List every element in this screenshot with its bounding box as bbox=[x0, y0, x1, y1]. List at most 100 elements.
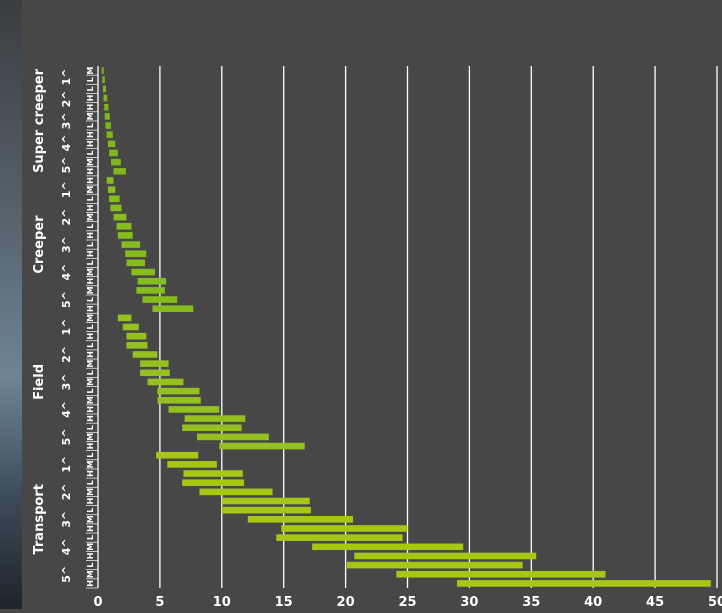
speed-range-bar bbox=[167, 461, 217, 468]
x-tick-label: 25 bbox=[398, 595, 416, 609]
range-label: H bbox=[86, 278, 95, 285]
speed-range-bar bbox=[182, 479, 245, 486]
range-label: H bbox=[86, 580, 95, 587]
x-tick-label: 30 bbox=[460, 595, 478, 609]
range-label: L bbox=[86, 535, 95, 540]
speed-range-bar bbox=[157, 387, 200, 395]
range-label: M bbox=[86, 543, 95, 551]
gear-label: 1^ bbox=[60, 181, 73, 198]
range-label: H bbox=[86, 205, 95, 212]
x-tick-label: 40 bbox=[584, 595, 602, 609]
gear-label: 1^ bbox=[60, 69, 73, 86]
range-label: L bbox=[86, 324, 95, 329]
y-axis-labels: Super creeper 1^ 2^ 3^ 4^ 5^ Creeper 1^ 2^ 3^ 4^ 5^… bbox=[32, 66, 99, 589]
x-tick-label: 50 bbox=[708, 595, 722, 609]
speed-range-bar bbox=[140, 360, 169, 367]
group-label: Creeper bbox=[32, 215, 47, 274]
speed-range-bar bbox=[152, 305, 194, 312]
x-tick-label: 5 bbox=[155, 595, 164, 609]
speed-range-bar bbox=[221, 506, 311, 514]
gear-label: 4^ bbox=[60, 401, 73, 418]
range-label: L bbox=[86, 343, 95, 348]
speed-range-bar bbox=[117, 314, 132, 322]
speed-range-bar bbox=[126, 259, 146, 267]
speed-range-bar bbox=[354, 552, 537, 560]
range-label: M bbox=[86, 570, 95, 578]
range-label: H bbox=[86, 305, 95, 312]
speed-range-bar bbox=[122, 323, 139, 331]
speed-range-bar bbox=[131, 268, 155, 276]
range-label: M bbox=[86, 360, 95, 368]
gear-label: 1^ bbox=[60, 456, 73, 473]
speed-range-bar bbox=[107, 186, 116, 193]
range-label: M bbox=[86, 488, 95, 496]
speed-range-bar bbox=[247, 516, 354, 523]
range-label: M bbox=[86, 378, 95, 386]
speed-range-bar bbox=[101, 67, 104, 74]
speed-range-bar bbox=[116, 222, 132, 230]
range-label: H bbox=[86, 415, 95, 422]
speed-range-bar bbox=[110, 158, 121, 166]
speed-range-bar bbox=[113, 213, 127, 221]
range-label: M bbox=[86, 112, 95, 120]
gear-label: 2^ bbox=[60, 346, 73, 363]
speed-range-bar bbox=[184, 415, 246, 422]
speed-range-bar bbox=[132, 351, 158, 358]
gear-label: 4^ bbox=[60, 264, 73, 281]
range-label: H bbox=[86, 351, 95, 358]
x-axis-tick-labels: 0 5 10 15 20 25 30 35 40 45 50 bbox=[93, 595, 722, 610]
speed-range-bar bbox=[147, 378, 184, 386]
speed-range-bar bbox=[346, 561, 523, 569]
speed-range-bar bbox=[168, 406, 220, 413]
speed-range-bar bbox=[117, 232, 133, 239]
range-label: M bbox=[86, 286, 95, 294]
gear-label: 2^ bbox=[60, 91, 73, 108]
range-label: H bbox=[86, 104, 95, 111]
range-label: M bbox=[86, 186, 95, 194]
speed-range-bar bbox=[142, 296, 178, 303]
speed-range-bar bbox=[126, 332, 147, 340]
speed-range-bar bbox=[457, 580, 711, 587]
speed-range-bar bbox=[219, 442, 305, 450]
gear-label: 1^ bbox=[60, 319, 73, 336]
range-label: L bbox=[86, 77, 95, 82]
range-label: L bbox=[86, 370, 95, 375]
range-label: M bbox=[86, 268, 95, 276]
speed-bars bbox=[101, 67, 711, 587]
speed-range-bar bbox=[113, 168, 126, 175]
x-tick-label: 10 bbox=[213, 595, 231, 609]
speed-range-bar bbox=[140, 369, 170, 377]
gear-label: 3^ bbox=[60, 113, 73, 130]
gear-label: 5^ bbox=[60, 428, 73, 445]
speed-range-bar bbox=[182, 424, 242, 432]
speed-range-bar bbox=[106, 177, 114, 184]
speed-range-bar bbox=[103, 94, 108, 102]
range-label: H bbox=[86, 443, 95, 450]
speed-range-bar bbox=[125, 250, 147, 258]
x-tick-label: 20 bbox=[337, 595, 355, 609]
group-label: Super creeper bbox=[32, 68, 47, 173]
x-tick-label: 0 bbox=[93, 595, 102, 609]
range-label: H bbox=[86, 140, 95, 147]
group-label: Transport bbox=[32, 484, 47, 554]
speed-range-bar bbox=[102, 85, 107, 93]
gear-label: 5^ bbox=[60, 291, 73, 308]
range-label: M bbox=[86, 433, 95, 441]
range-label: L bbox=[86, 389, 95, 394]
gear-label: 5^ bbox=[60, 156, 73, 173]
range-label: M bbox=[86, 515, 95, 523]
speed-range-bar bbox=[197, 433, 269, 441]
range-label: H bbox=[86, 553, 95, 560]
speed-range-bar bbox=[312, 543, 464, 551]
background-photo-strip bbox=[0, 0, 22, 609]
speed-range-bar bbox=[110, 204, 122, 212]
range-label: L bbox=[86, 508, 95, 513]
speed-range-bar bbox=[157, 396, 201, 404]
range-label: M bbox=[86, 67, 95, 75]
speed-range-bar bbox=[106, 131, 113, 138]
gear-label: 2^ bbox=[60, 209, 73, 226]
x-tick-label: 45 bbox=[646, 595, 664, 609]
range-label: H bbox=[86, 131, 95, 138]
